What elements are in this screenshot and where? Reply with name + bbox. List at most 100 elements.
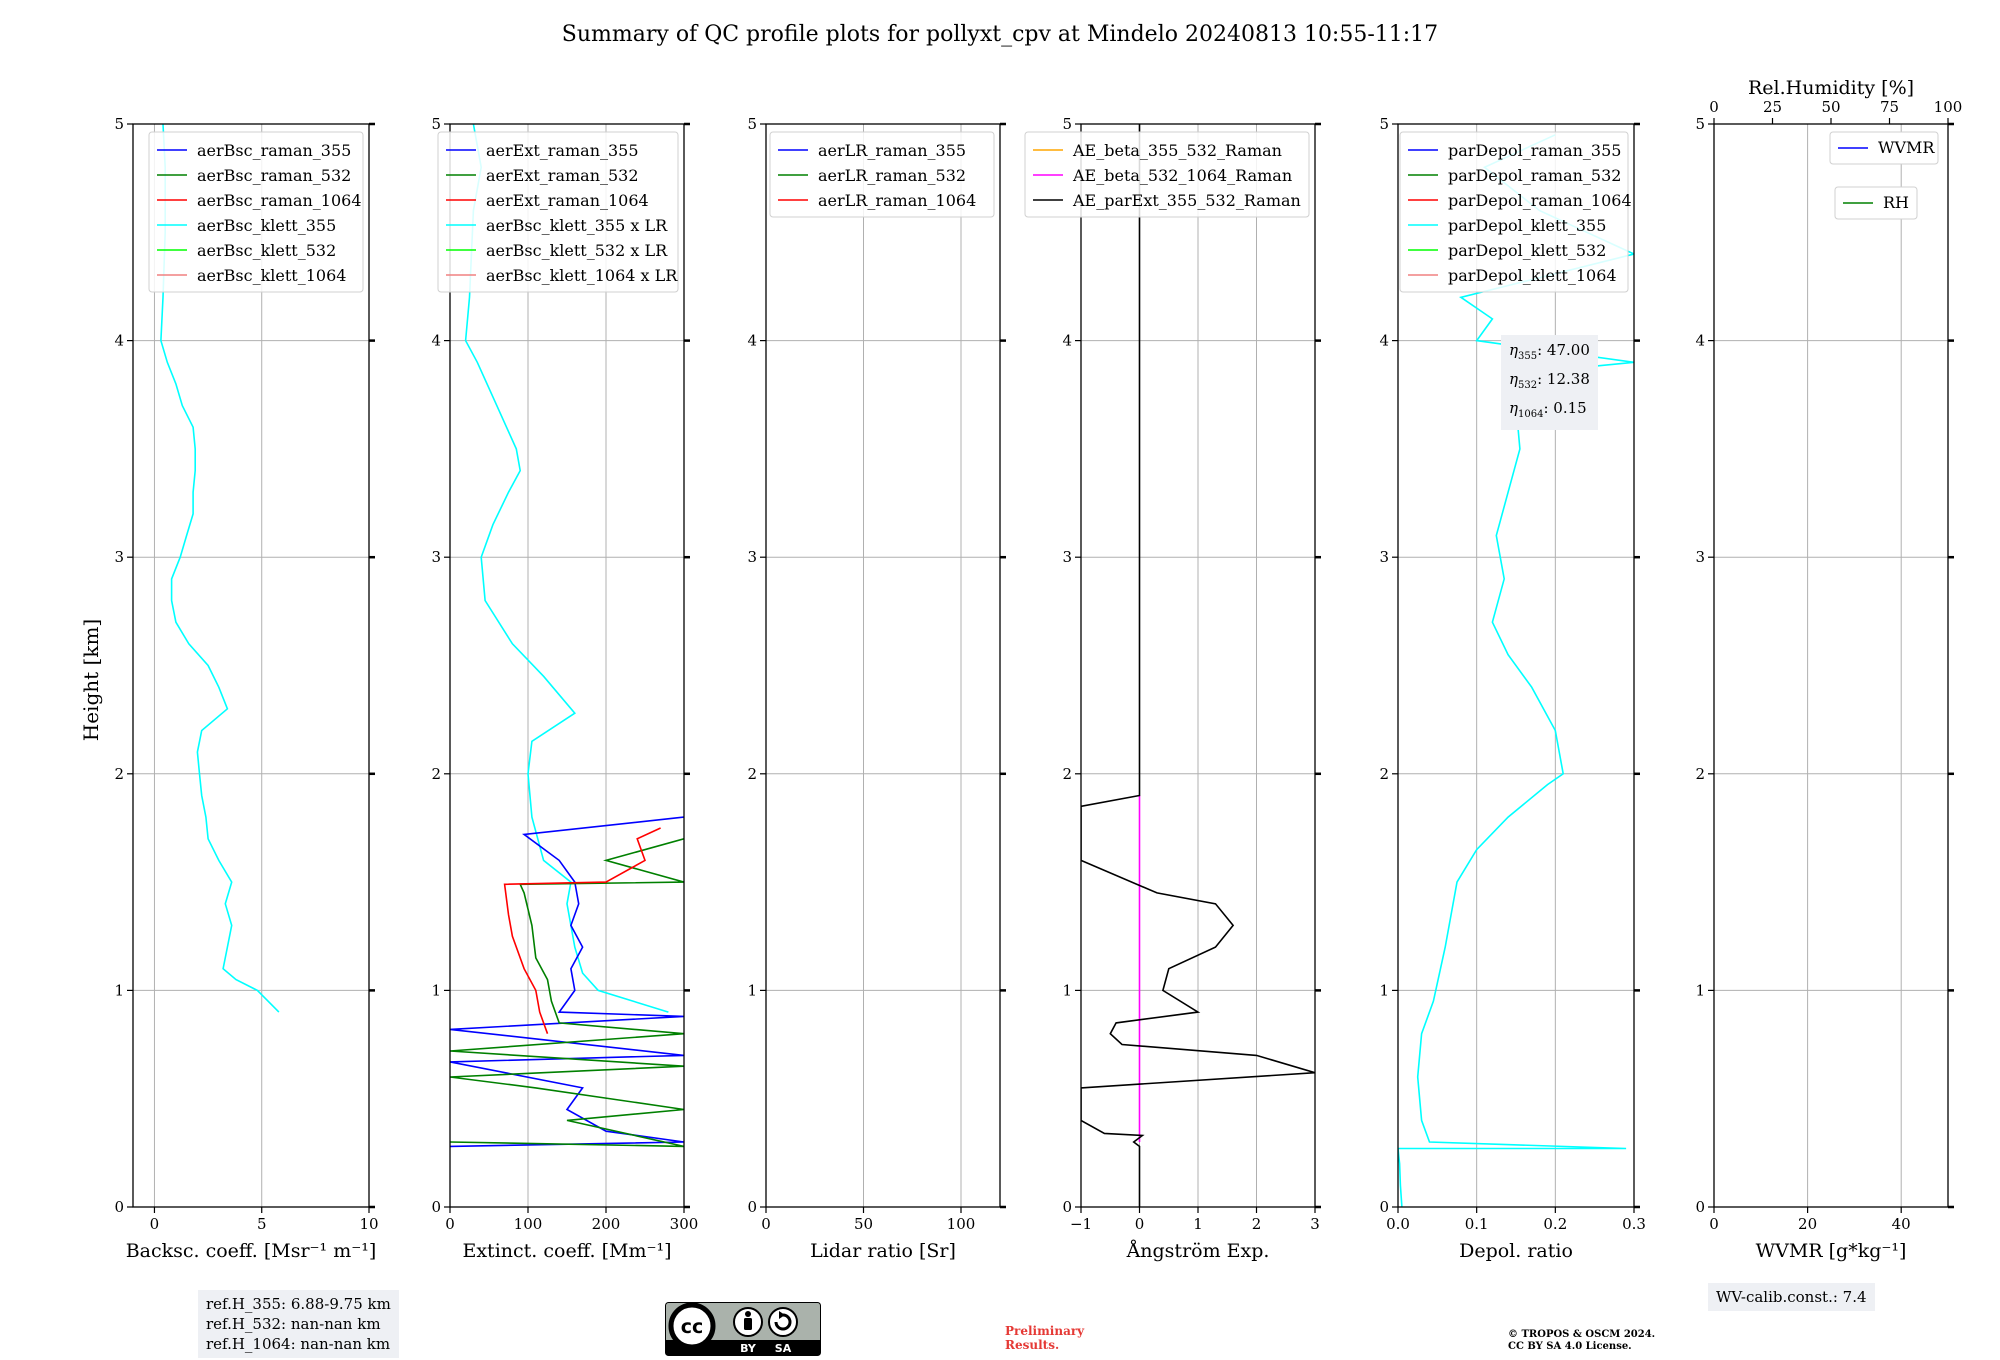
x-tick-label: 200 [592,1215,621,1233]
y-tick-label: 0 [1695,1198,1705,1216]
eta-box: η355: 47.00 η532: 12.38 η1064: 0.15 [1501,335,1598,430]
legend-label: aerBsc_klett_1064 [197,266,346,285]
wv-calib-text: WV-calib.const.: 7.4 [1716,1288,1867,1306]
legend-box [1399,131,1629,293]
x-axis-label: Depol. ratio [1459,1240,1573,1262]
x-axis-label: Extinct. coeff. [Mm⁻¹] [462,1240,671,1262]
license-line-2: CC BY SA 4.0 License. [1508,1341,1632,1352]
y-tick-label: 0 [1062,1198,1072,1216]
eta-subscript: 355 [1518,351,1538,362]
y-tick-label: 4 [114,332,124,350]
series-aerBsc_klett_355 x LR [464,124,669,1013]
top-tick-label: 0 [1709,98,1719,116]
ref-height-1064: ref.H_1064: nan-nan km [206,1335,391,1353]
wv-calib-box: WV-calib.const.: 7.4 [1708,1283,1875,1311]
legend-label: aerBsc_raman_355 [197,141,351,160]
license-line-1: © TROPOS & OSCM 2024. [1508,1329,1656,1340]
preliminary-line-1: Preliminary [1005,1324,1085,1338]
y-tick-label: 5 [747,115,757,133]
x-tick-label: 300 [670,1215,699,1233]
eta-symbol: η [1509,341,1518,359]
x-tick-label: −1 [1070,1215,1092,1233]
ref-height-box: ref.H_355: 6.88-9.75 km ref.H_532: nan-n… [198,1290,399,1358]
preliminary-line-2: Results. [1005,1338,1060,1352]
eta-subscript: 1064 [1518,409,1544,420]
eta-row: η355: 47.00 [1509,339,1590,368]
y-axis-label-wrapper: Height [km] [80,619,103,741]
legend-box [769,131,995,218]
legend-label: aerBsc_klett_532 [197,241,336,260]
legend-label: aerBsc_klett_355 [197,216,336,235]
y-tick-label: 4 [1062,332,1072,350]
x-tick-label: 0 [761,1215,771,1233]
x-tick-label: 0 [150,1215,160,1233]
eta-value: : 0.15 [1543,399,1587,417]
x-axis-label: WVMR [g*kg⁻¹] [1756,1240,1907,1262]
y-tick-label: 3 [431,548,441,566]
plot-frame [449,123,685,1208]
y-tick-label: 1 [114,981,124,999]
y-tick-label: 3 [1695,548,1705,566]
top-tick-label: 75 [1880,98,1899,116]
legend-label: aerLR_raman_1064 [818,191,976,210]
y-tick-label: 1 [1695,981,1705,999]
plot-frame [765,123,1001,1208]
y-tick-label: 1 [431,981,441,999]
x-tick-label: 40 [1892,1215,1911,1233]
plot-frame [1713,123,1949,1208]
legend-label: aerBsc_klett_1064 x LR [486,266,678,285]
top-tick-label: 50 [1821,98,1840,116]
license-note: © TROPOS & OSCM 2024. CC BY SA 4.0 Licen… [1508,1329,1655,1353]
eta-row: η1064: 0.15 [1509,397,1590,426]
x-tick-label: 100 [947,1215,976,1233]
y-tick-label: 0 [114,1198,124,1216]
legend-label: parDepol_raman_355 [1448,141,1621,160]
series-aerBsc_klett_355 [160,124,280,1013]
eta-row: η532: 12.38 [1509,368,1590,397]
x-tick-label: 50 [854,1215,873,1233]
x-tick-label: 0 [445,1215,455,1233]
legend-label: parDepol_klett_532 [1448,241,1606,260]
series-group [450,124,684,1148]
plot-frame [1080,123,1316,1208]
y-tick-label: 2 [1062,765,1072,783]
legend-label: aerBsc_raman_1064 [197,191,362,210]
legend-label: parDepol_klett_355 [1448,216,1606,235]
y-tick-label: 4 [431,332,441,350]
cc-sa-text: SA [775,1342,792,1355]
preliminary-note: Preliminary Results. [1005,1324,1084,1352]
legend-label: parDepol_raman_532 [1448,166,1621,185]
legend-box [437,131,679,293]
legend-label: AE_beta_355_532_Raman [1072,141,1282,160]
legend-label: aerExt_raman_532 [486,166,639,185]
y-tick-label: 5 [1695,115,1705,133]
cc-by-text: BY [740,1342,757,1355]
x-axis-label: Lidar ratio [Sr] [810,1240,956,1262]
eta-value: : 12.38 [1537,370,1590,388]
eta-symbol: η [1509,370,1518,388]
series-aerExt_raman_355 [450,816,684,1148]
top-axis-label: Rel.Humidity [%] [1748,77,1914,99]
cc-main-text: cc [681,1316,704,1338]
series-group [160,124,280,1013]
x-tick-label: 100 [514,1215,543,1233]
y-tick-label: 2 [431,765,441,783]
y-tick-label: 5 [1379,115,1389,133]
legend-label: aerLR_raman_355 [818,141,966,160]
x-tick-label: 0 [1135,1215,1145,1233]
y-tick-label: 1 [1379,981,1389,999]
x-tick-label: 0.0 [1386,1215,1410,1233]
y-tick-label: 0 [431,1198,441,1216]
legend-label: AE_parExt_355_532_Raman [1072,191,1301,210]
eta-value: : 47.00 [1537,341,1590,359]
x-tick-label: 1 [1193,1215,1203,1233]
x-tick-label: 3 [1310,1215,1320,1233]
legend-label: aerBsc_klett_532 x LR [486,241,668,260]
y-tick-label: 3 [1062,548,1072,566]
top-tick-label: 100 [1934,98,1963,116]
